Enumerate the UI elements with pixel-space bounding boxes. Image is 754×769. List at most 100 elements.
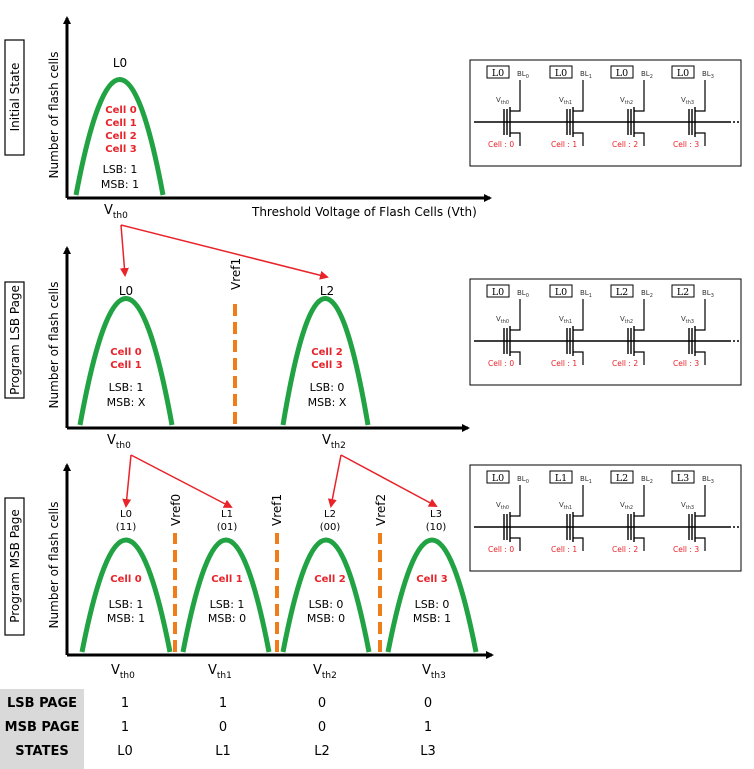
bitline-label: BL1 — [580, 70, 592, 80]
level-label: L1 — [555, 473, 567, 484]
cell-label: Cell : 1 — [551, 359, 577, 368]
drain-lead — [510, 80, 521, 112]
table-cell: L3 — [420, 744, 436, 759]
distribution-curve-l0 — [77, 296, 175, 426]
lsb-label: LSB: 0 — [310, 381, 345, 394]
level-label: L2 — [677, 287, 689, 298]
level-box — [549, 65, 573, 79]
cell-label: Cell 2 — [105, 131, 136, 142]
level-label: L2 — [616, 473, 628, 484]
level-box — [671, 284, 695, 298]
level-box — [549, 470, 573, 484]
lsb-label: LSB: 1 — [103, 163, 138, 176]
lsb-label: LSB: 0 — [309, 598, 344, 611]
table-cell: 0 — [219, 720, 227, 735]
state-label: L0 — [113, 56, 127, 70]
y-axis-label: Number of flash cells — [47, 52, 61, 179]
msb-label: MSB: 1 — [413, 612, 451, 625]
level-label: L3 — [677, 473, 689, 484]
table-cell: L0 — [117, 744, 133, 759]
distribution-curve-l2 — [280, 296, 371, 426]
vth-label: Vth1 — [559, 315, 572, 325]
x-axis-label: Threshold Voltage of Flash Cells (Vth) — [251, 205, 477, 219]
section-label-box — [4, 497, 25, 636]
vth-label: Vth0 — [111, 663, 135, 681]
msb-label: MSB: 1 — [101, 178, 139, 191]
drain-lead — [510, 485, 521, 517]
table-cell: 1 — [424, 720, 432, 735]
circuit-frame — [469, 59, 742, 167]
bitline-label: BL1 — [580, 289, 592, 299]
table-label-background — [0, 689, 84, 769]
vref0-label: Vref0 — [169, 494, 183, 526]
msb-label: MSB: 0 — [208, 612, 246, 625]
drain-lead — [695, 80, 706, 112]
vth-label: Vth0 — [496, 315, 509, 325]
drain-lead — [573, 80, 584, 112]
arrow-to-l2 — [327, 454, 342, 508]
drain-lead — [573, 299, 584, 331]
table-row-label: STATES — [15, 744, 68, 759]
msb-label: MSB: 1 — [107, 612, 145, 625]
bitline-label: BL3 — [702, 475, 714, 485]
cell-label: Cell 3 — [416, 574, 447, 585]
state-code: (11) — [116, 522, 137, 533]
vth-label: Vth3 — [681, 501, 694, 511]
state-code: (01) — [217, 522, 238, 533]
level-label: L0 — [492, 68, 504, 79]
state-code: (10) — [426, 522, 447, 533]
vth-label: Vth0 — [107, 433, 131, 451]
drain-lead — [634, 485, 645, 517]
cell-label: Cell 1 — [211, 574, 242, 585]
vth-label: Vth0 — [496, 96, 509, 106]
panel-program-msb: Program MSB Page Number of flash cells V… — [4, 463, 494, 681]
level-label: L0 — [492, 473, 504, 484]
source-lead — [510, 132, 521, 146]
table-cell: 1 — [121, 696, 129, 711]
cell-label: Cell : 1 — [551, 140, 577, 149]
vth-label: Vth2 — [620, 96, 633, 106]
vth-label: Vth2 — [322, 433, 346, 451]
section-label: Initial State — [8, 63, 22, 132]
y-axis-label: Number of flash cells — [47, 502, 61, 629]
bitline-label: BL2 — [641, 289, 653, 299]
source-lead — [510, 537, 521, 551]
bitline-label: BL3 — [702, 70, 714, 80]
section-label: Program MSB Page — [8, 509, 22, 623]
vref2-label: Vref2 — [374, 494, 388, 526]
section-label-box — [4, 39, 25, 156]
level-box — [486, 470, 510, 484]
arrow-to-l1 — [130, 454, 233, 508]
level-box — [610, 284, 634, 298]
cell-label: Cell 0 — [110, 574, 141, 585]
arrow-to-l0 — [122, 454, 132, 508]
drain-lead — [695, 485, 706, 517]
source-lead — [634, 351, 645, 365]
bitline-label: BL0 — [517, 475, 529, 485]
cell-label: Cell : 0 — [488, 545, 514, 554]
cell-label: Cell : 2 — [612, 545, 638, 554]
state-label: L0 — [120, 509, 132, 520]
level-box — [486, 284, 510, 298]
msb-label: MSB: X — [308, 396, 347, 409]
vth-label: Vth3 — [681, 315, 694, 325]
state-label: L0 — [119, 284, 133, 298]
drain-lead — [695, 299, 706, 331]
bitline-label: BL2 — [641, 475, 653, 485]
source-lead — [695, 537, 706, 551]
lsb-label: LSB: 0 — [415, 598, 450, 611]
table-cell: 0 — [318, 720, 326, 735]
level-box — [486, 65, 510, 79]
state-label: L2 — [320, 284, 334, 298]
table-cell: 1 — [121, 720, 129, 735]
vth-label: Vth2 — [620, 315, 633, 325]
level-label: L0 — [677, 68, 689, 79]
drain-lead — [510, 299, 521, 331]
panel-initial-state: Initial State Number of flash cells Thre… — [4, 16, 492, 221]
vref1-label: Vref1 — [270, 494, 284, 526]
arrow-to-l3 — [340, 454, 438, 507]
level-box — [610, 470, 634, 484]
cell-label: Cell : 2 — [612, 359, 638, 368]
vth-label: Vth2 — [620, 501, 633, 511]
vth-label: Vth1 — [559, 96, 572, 106]
